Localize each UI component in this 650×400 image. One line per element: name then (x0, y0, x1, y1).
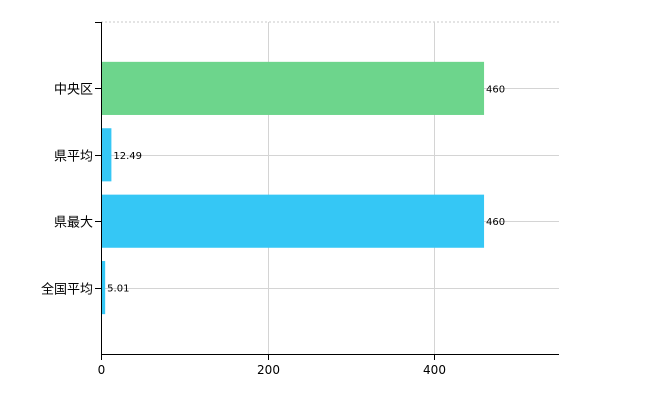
x-tick-label: 200 (257, 363, 280, 377)
data-label: 460 (486, 84, 505, 95)
axes (101, 22, 559, 355)
category-label: 中央区 (54, 83, 93, 98)
data-label: 460 (486, 217, 505, 228)
data-label: 5.01 (107, 284, 129, 295)
bars (101, 61, 485, 315)
bar (101, 194, 485, 248)
bar (101, 61, 485, 115)
category-label: 県最大 (54, 216, 93, 231)
data-labels: 460 12.49 460 5.01 (107, 84, 505, 294)
bar (101, 261, 106, 315)
data-label: 12.49 (113, 151, 142, 162)
x-tick-label: 400 (423, 363, 446, 377)
category-label: 全国平均 (41, 282, 93, 298)
category-label: 県平均 (54, 150, 93, 165)
x-tick-label: 0 (98, 363, 106, 377)
x-axis-ticks: 0 200 400 (98, 354, 446, 377)
bar (101, 128, 112, 182)
